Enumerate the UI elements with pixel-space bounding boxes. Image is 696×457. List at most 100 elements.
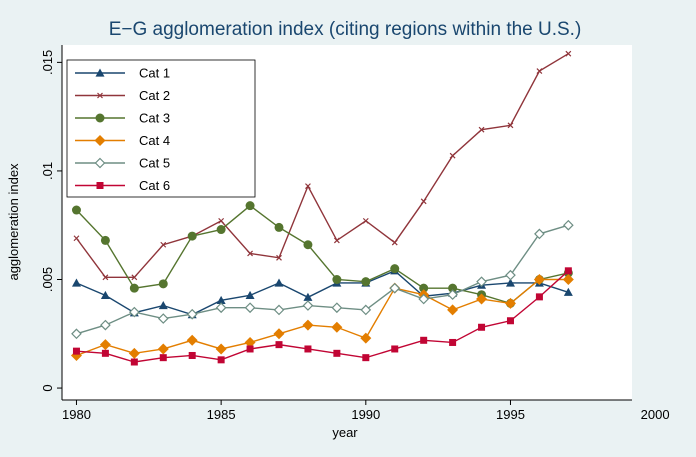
marker <box>505 269 516 281</box>
marker <box>391 345 399 353</box>
marker <box>478 126 485 133</box>
marker <box>160 241 167 248</box>
marker <box>332 274 342 284</box>
marker <box>331 302 343 314</box>
marker <box>448 283 458 293</box>
marker <box>186 334 198 346</box>
y-tick-label: .015 <box>40 50 55 75</box>
marker <box>188 351 196 359</box>
marker <box>187 231 197 241</box>
marker <box>449 338 457 346</box>
marker <box>476 276 487 288</box>
marker <box>131 274 138 281</box>
marker <box>275 341 283 349</box>
marker <box>215 343 227 355</box>
marker <box>391 239 398 246</box>
series-line <box>76 270 569 363</box>
marker <box>389 282 401 294</box>
marker <box>158 301 168 310</box>
marker <box>216 225 226 235</box>
marker <box>476 293 488 305</box>
marker <box>447 289 458 301</box>
legend-label: Cat 2 <box>139 88 170 103</box>
marker <box>419 283 429 293</box>
marker <box>130 358 138 366</box>
series-line <box>76 278 569 357</box>
y-tick-label: .005 <box>40 267 55 292</box>
marker <box>128 306 140 318</box>
marker <box>244 302 256 314</box>
marker <box>360 332 372 344</box>
y-tick-label: 0 <box>40 384 55 391</box>
marker <box>504 297 516 309</box>
marker <box>94 157 106 169</box>
legend-label: Cat 3 <box>139 111 170 126</box>
marker <box>305 183 311 190</box>
marker <box>246 345 254 353</box>
marker <box>303 292 313 301</box>
marker <box>505 278 515 287</box>
marker <box>420 336 428 344</box>
marker <box>72 347 80 355</box>
marker <box>100 319 111 331</box>
marker <box>186 308 198 320</box>
marker <box>100 290 110 299</box>
marker <box>302 300 314 311</box>
marker <box>247 250 253 257</box>
marker <box>273 304 285 316</box>
marker <box>533 273 545 285</box>
marker <box>506 317 514 325</box>
legend-label: Cat 6 <box>139 178 170 193</box>
marker <box>420 198 427 205</box>
marker <box>218 217 225 224</box>
marker <box>216 295 226 304</box>
marker <box>333 349 341 357</box>
marker <box>274 222 284 232</box>
marker <box>534 228 545 240</box>
marker <box>101 349 109 357</box>
x-tick-label: 1985 <box>207 407 236 422</box>
marker <box>536 68 543 74</box>
series-line <box>75 204 569 305</box>
marker <box>245 201 255 211</box>
marker <box>507 122 514 129</box>
marker <box>333 237 340 244</box>
marker <box>360 304 372 316</box>
marker <box>215 302 227 314</box>
marker <box>95 68 105 77</box>
marker <box>157 313 169 324</box>
marker <box>244 336 256 348</box>
marker <box>99 339 111 351</box>
marker <box>361 277 371 287</box>
marker <box>564 267 572 275</box>
marker <box>158 279 168 289</box>
y-axis-title: agglomeration index <box>6 163 21 281</box>
marker <box>304 345 312 353</box>
legend: Cat 1 Cat 2 Cat 3 Cat 4 Cat 5 Cat 6 <box>66 59 256 198</box>
marker <box>96 182 104 189</box>
marker <box>331 321 343 333</box>
marker <box>128 347 140 359</box>
marker <box>276 254 282 261</box>
marker <box>100 235 110 245</box>
marker <box>71 205 81 215</box>
marker <box>97 92 103 99</box>
marker <box>362 354 370 362</box>
marker <box>95 113 105 123</box>
legend-label: Cat 4 <box>139 133 170 148</box>
legend-box <box>66 59 256 198</box>
marker <box>562 273 574 285</box>
marker <box>71 328 82 340</box>
marker <box>390 264 400 274</box>
x-axis-title: year <box>332 425 358 440</box>
marker <box>217 356 225 364</box>
series-line <box>76 269 569 316</box>
marker <box>447 304 459 316</box>
marker <box>565 50 572 57</box>
x-tick-label: 1990 <box>351 407 380 422</box>
marker <box>535 293 543 301</box>
legend-label: Cat 5 <box>139 156 170 171</box>
marker <box>418 293 430 305</box>
x-tick-label: 1980 <box>62 407 91 422</box>
